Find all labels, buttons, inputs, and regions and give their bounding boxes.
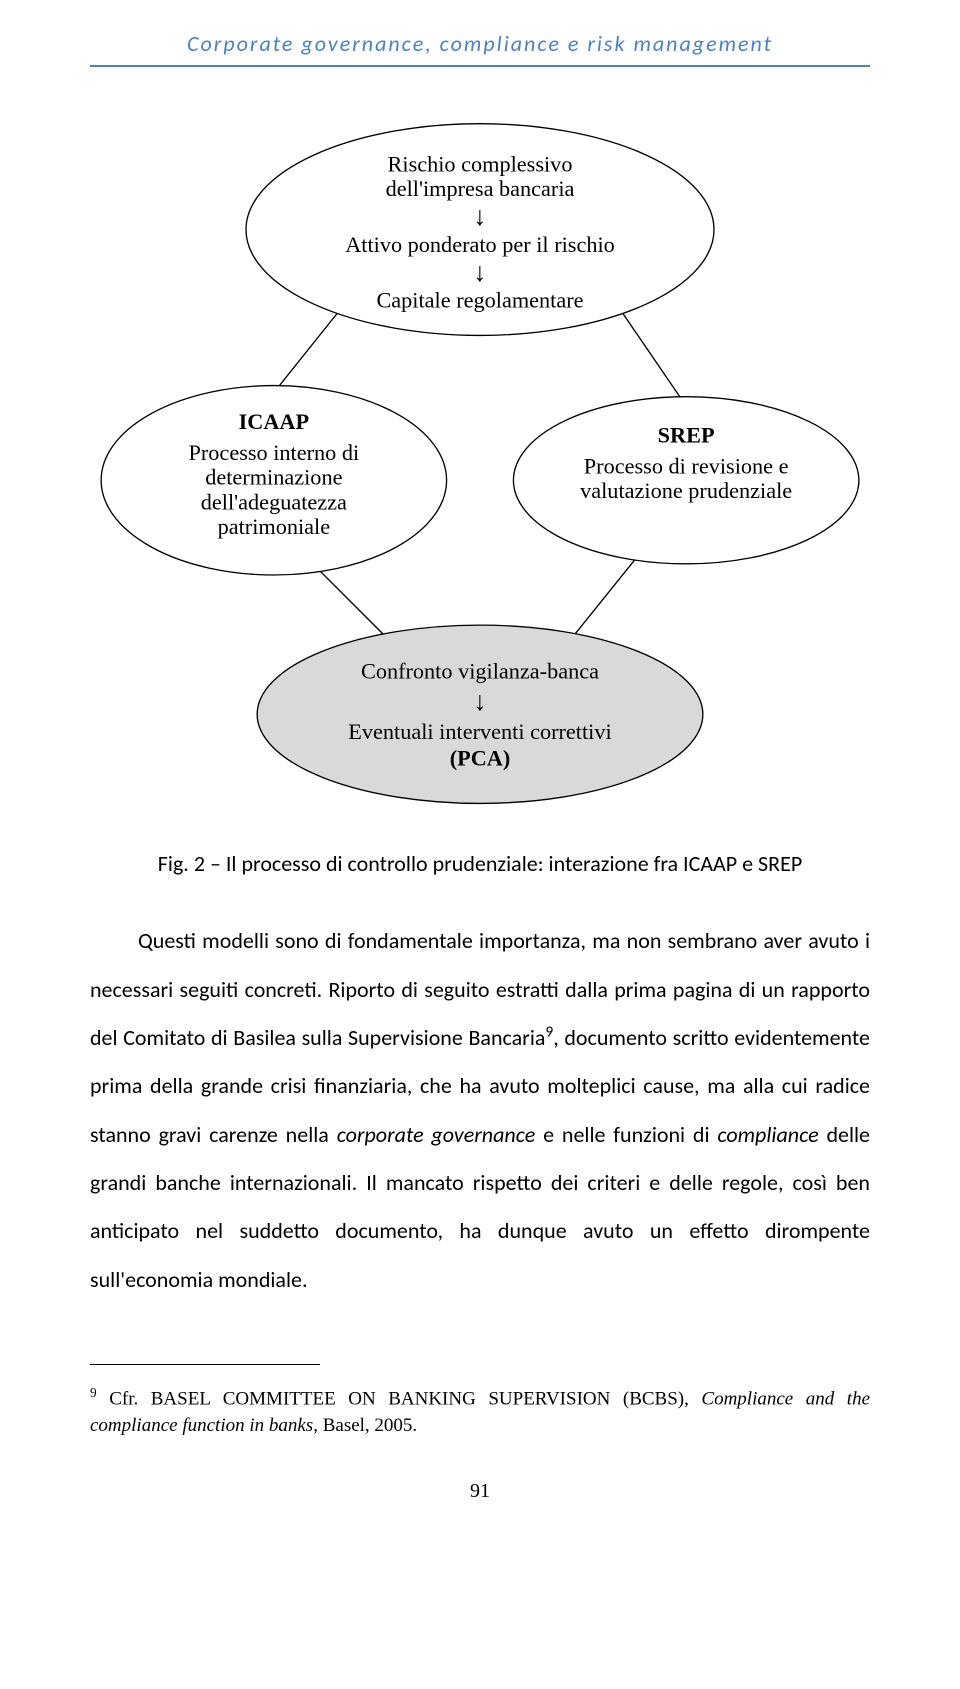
svg-text:↓: ↓ — [473, 201, 486, 231]
para-italic-2: compliance — [717, 1121, 818, 1148]
svg-text:dell'impresa bancaria: dell'impresa bancaria — [386, 176, 575, 201]
footnote-separator — [90, 1364, 320, 1365]
svg-text:Processo di revisione e: Processo di revisione e — [584, 454, 789, 479]
body-paragraph: Questi modelli sono di fondamentale impo… — [90, 917, 870, 1304]
svg-text:SREP: SREP — [658, 422, 715, 447]
svg-text:ICAAP: ICAAP — [239, 409, 310, 434]
page-number: 91 — [90, 1480, 870, 1503]
svg-text:determinazione: determinazione — [205, 465, 342, 490]
footnote-number: 9 — [90, 1385, 97, 1400]
footnote-text-b: , Basel, 2005. — [313, 1415, 417, 1436]
para-italic-1: corporate governance — [337, 1121, 536, 1148]
svg-text:dell'adeguatezza: dell'adeguatezza — [201, 489, 347, 514]
svg-text:Capitale regolamentare: Capitale regolamentare — [376, 288, 583, 313]
icaap-srep-diagram: Rischio complessivodell'impresa bancaria… — [90, 107, 870, 820]
svg-text:valutazione prudenziale: valutazione prudenziale — [580, 478, 792, 503]
svg-text:patrimoniale: patrimoniale — [218, 514, 331, 539]
svg-text:↓: ↓ — [473, 686, 486, 716]
header-rule — [90, 65, 870, 67]
svg-text:Processo interno di: Processo interno di — [189, 440, 360, 465]
svg-text:Attivo ponderato per il rischi: Attivo ponderato per il rischio — [345, 232, 615, 257]
svg-text:Confronto vigilanza-banca: Confronto vigilanza-banca — [361, 659, 599, 684]
svg-text:↓: ↓ — [473, 257, 486, 287]
running-header: Corporate governance, compliance e risk … — [90, 30, 870, 65]
page: Corporate governance, compliance e risk … — [0, 0, 960, 1533]
footnote: 9 Cfr. BASEL COMMITTEE ON BANKING SUPERV… — [90, 1384, 870, 1440]
svg-text:Eventuali interventi correttiv: Eventuali interventi correttivi — [348, 719, 611, 744]
footnote-text-a: Cfr. BASEL COMMITTEE ON BANKING SUPERVIS… — [97, 1389, 702, 1410]
figure-caption: Fig. 2 – Il processo di controllo pruden… — [90, 850, 870, 877]
para-text-c: e nelle funzioni di — [535, 1121, 717, 1148]
svg-text:Rischio complessivo: Rischio complessivo — [388, 152, 573, 177]
svg-text:(PCA): (PCA) — [450, 746, 511, 771]
